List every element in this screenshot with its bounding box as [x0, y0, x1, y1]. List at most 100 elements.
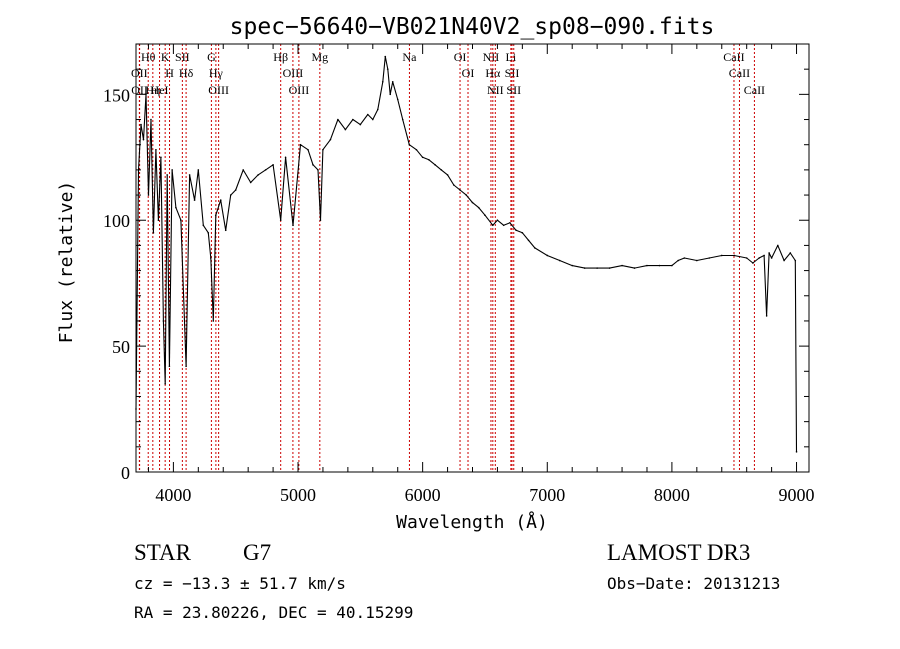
spectrum-point	[492, 224, 494, 227]
spectrum-point	[527, 239, 530, 242]
spectrum-point	[484, 214, 486, 216]
spectrum-point	[312, 164, 314, 166]
spectrum-point	[768, 252, 770, 254]
spectrum-point	[292, 224, 294, 227]
spectrum-point	[546, 254, 549, 257]
spectral-line-label: SII	[175, 50, 190, 64]
spectrum-point	[571, 264, 574, 267]
spectrum-point	[477, 206, 480, 209]
spectrum-point	[421, 156, 424, 159]
spectrum-point	[272, 164, 274, 166]
spectrum-point	[765, 315, 768, 317]
spectrum-point	[391, 80, 394, 83]
spectrum-point	[794, 259, 797, 262]
spectrum-point	[344, 128, 347, 131]
spectrum-point	[677, 259, 679, 262]
spectral-line-label: CaII	[744, 83, 765, 97]
spectrum-point	[234, 189, 237, 191]
spectral-line-label: OIII	[208, 83, 229, 97]
spectrum-point	[720, 254, 723, 257]
spectral-line-label: Hγ	[209, 66, 224, 80]
spectrum-point	[171, 169, 173, 171]
spectral-line-label: CaII	[723, 50, 744, 64]
spectrum-point	[162, 320, 165, 322]
spectrum-point	[212, 320, 215, 322]
spectral-line-label: Mg	[311, 50, 328, 64]
spectrum-point	[155, 148, 157, 151]
spectrum-point	[367, 113, 369, 116]
spectral-line-label: NII	[487, 83, 504, 97]
spectrum-point	[150, 118, 152, 121]
spectrum-point	[396, 98, 399, 101]
spectrum-point	[509, 221, 511, 224]
spectrum-point	[446, 174, 449, 176]
spectrum-point	[440, 169, 443, 171]
spectrum-point	[434, 164, 436, 166]
spectral-line-label: OIII	[283, 66, 304, 80]
observation-date: Obs−Date: 20131213	[607, 574, 781, 593]
x-tick-label: 6000	[405, 485, 441, 505]
spectral-line-label: OII	[131, 83, 148, 97]
spectrum-point	[763, 254, 765, 257]
spectrum-point	[795, 451, 798, 453]
y-tick-label: 150	[103, 85, 130, 105]
spectrum-point	[770, 257, 773, 259]
chart-title: spec−56640−VB021N40V2_sp08−090.fits	[230, 14, 715, 40]
spectrum-point	[185, 365, 187, 368]
spectrum-point	[752, 262, 754, 264]
spectrum-point	[329, 138, 332, 141]
survey-name: LAMOST DR3	[607, 540, 751, 565]
spectrum-point	[152, 232, 155, 234]
spectrum-point	[384, 55, 387, 58]
spectrum-point	[777, 244, 779, 247]
spectrum-point	[683, 257, 686, 259]
spectrum-point	[671, 264, 673, 267]
spectrum-point	[202, 224, 205, 227]
spectrum-point	[279, 219, 282, 222]
spectrum-point	[164, 383, 166, 385]
spectral-line-label: Hθ	[141, 50, 156, 64]
coordinates: RA = 23.80226, DEC = 40.15299	[134, 603, 414, 622]
spectral-line-label: Na	[402, 50, 417, 64]
spectrum-point	[415, 148, 418, 151]
spectrum-point	[428, 159, 430, 161]
spectrum-point	[783, 259, 785, 262]
spectrum-point	[658, 264, 661, 267]
spectrum-point	[207, 232, 210, 234]
spectrum-point	[381, 80, 384, 83]
spectrum-point	[376, 108, 379, 111]
spectrum-point	[608, 267, 611, 269]
y-tick-label: 0	[121, 463, 130, 483]
spectrum-point	[583, 267, 586, 269]
spectrum-point	[322, 148, 324, 151]
spectrum-point	[229, 194, 232, 196]
spectral-line-label: Hα	[485, 66, 501, 80]
spectrum-trace	[135, 56, 798, 452]
x-tick-label: 9000	[779, 485, 815, 505]
spectrum-point	[408, 143, 411, 146]
spectrum-point	[646, 264, 648, 267]
spectrum-point	[197, 169, 200, 171]
spectral-line-label: HeI	[151, 83, 169, 97]
spectral-line-label: OIII	[289, 83, 310, 97]
spectral-line-label: Li	[506, 50, 517, 64]
x-axis-label: Wavelength (Å)	[396, 511, 548, 533]
x-tick-label: 5000	[280, 485, 316, 505]
y-tick-label: 50	[112, 337, 130, 357]
spectrum-point	[284, 156, 287, 159]
spectrum-point	[175, 206, 177, 209]
spectrum-point	[257, 174, 259, 176]
spectrum-point	[621, 264, 623, 267]
y-tick-label: 100	[103, 211, 130, 231]
spectrum-point	[160, 156, 162, 159]
spectrum-point	[496, 219, 499, 222]
spectrum-point	[789, 252, 792, 254]
spectrum-point	[745, 257, 748, 259]
spectral-line-label: H	[165, 66, 174, 80]
object-class: STAR	[134, 540, 191, 565]
spectrum-point	[147, 194, 150, 196]
spectral-line-label: NII	[483, 50, 500, 64]
spectrum-point	[219, 199, 222, 201]
spectral-line-label: SII	[506, 83, 521, 97]
